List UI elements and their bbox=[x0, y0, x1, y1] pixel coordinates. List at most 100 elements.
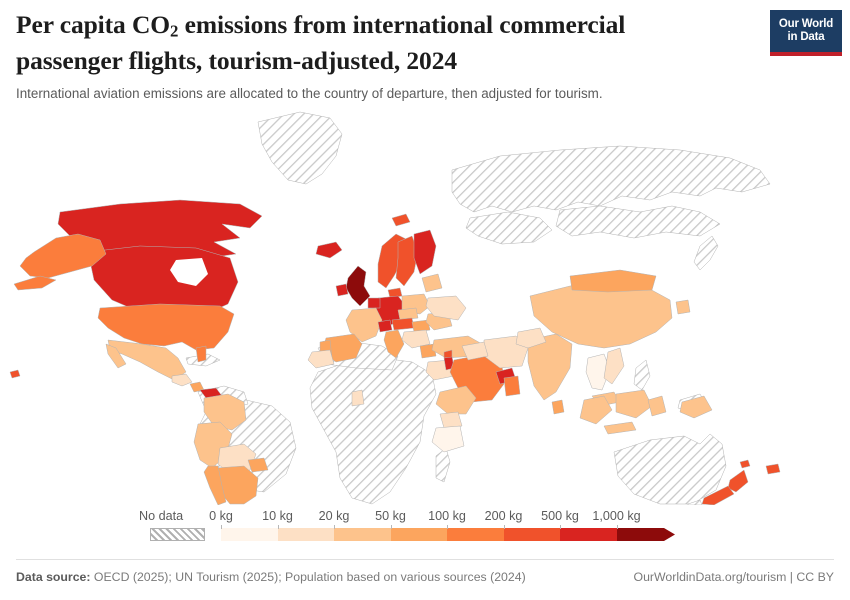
legend-bin-7[interactable] bbox=[616, 528, 664, 541]
country-hawaii[interactable] bbox=[9, 369, 21, 379]
country-ethiopia[interactable] bbox=[435, 385, 477, 415]
country-india[interactable] bbox=[527, 333, 573, 401]
country-morocco[interactable] bbox=[307, 349, 335, 369]
legend-tick-5: 200 kg bbox=[484, 509, 523, 523]
legend-no-data-swatch[interactable] bbox=[150, 528, 205, 541]
country-baja[interactable] bbox=[105, 343, 127, 369]
country-tanzania[interactable] bbox=[431, 425, 465, 453]
legend-tickmark-2 bbox=[334, 525, 335, 529]
country-alaska-peninsula[interactable] bbox=[13, 275, 57, 291]
country-ireland[interactable] bbox=[335, 283, 349, 297]
legend-tickmark-7 bbox=[616, 525, 618, 529]
country-austria[interactable] bbox=[391, 317, 415, 331]
country-lebanon[interactable] bbox=[443, 349, 453, 359]
legend-color-bar[interactable] bbox=[221, 528, 675, 541]
legend-bin-1[interactable] bbox=[277, 528, 334, 541]
legend-bin-0[interactable] bbox=[221, 528, 278, 541]
legend-bin-2[interactable] bbox=[334, 528, 391, 541]
country-bolivia[interactable] bbox=[217, 443, 257, 475]
country-russia[interactable] bbox=[451, 145, 771, 213]
country-kazakhstan[interactable] bbox=[465, 211, 553, 245]
country-japan[interactable] bbox=[693, 235, 719, 271]
country-australia[interactable] bbox=[613, 433, 727, 505]
country-svalbard[interactable] bbox=[391, 213, 411, 227]
country-greenland[interactable] bbox=[257, 111, 343, 185]
country-south-korea[interactable] bbox=[675, 299, 691, 315]
legend-bin-4[interactable] bbox=[447, 528, 504, 541]
country-chile[interactable] bbox=[203, 465, 227, 505]
country-guatemala[interactable] bbox=[171, 373, 193, 387]
legend-tickmark-0 bbox=[221, 525, 222, 529]
region-africa-no-data[interactable] bbox=[309, 357, 437, 505]
country-indonesia-sumatra[interactable] bbox=[579, 395, 613, 425]
country-italy[interactable] bbox=[383, 329, 405, 359]
country-ukraine[interactable] bbox=[425, 295, 467, 321]
country-fiji[interactable] bbox=[765, 463, 781, 475]
country-madagascar[interactable] bbox=[435, 447, 451, 483]
country-sri-lanka[interactable] bbox=[551, 399, 565, 415]
country-vietnam[interactable] bbox=[603, 347, 625, 385]
country-new-zealand-south[interactable] bbox=[701, 485, 735, 505]
footer-link[interactable]: OurWorldinData.org/tourism | CC BY bbox=[633, 570, 834, 584]
country-indonesia-borneo[interactable] bbox=[615, 389, 653, 419]
logo-line-2: in Data bbox=[787, 31, 825, 43]
title-rest: emissions from international commercial … bbox=[16, 10, 626, 75]
legend-tickmark-4 bbox=[447, 525, 448, 529]
country-greece[interactable] bbox=[419, 343, 437, 359]
country-united-kingdom[interactable] bbox=[345, 265, 371, 307]
country-iraq[interactable] bbox=[461, 341, 489, 361]
country-indonesia-sulawesi[interactable] bbox=[647, 395, 667, 417]
title-subscript: 2 bbox=[170, 21, 179, 41]
owid-logo[interactable]: Our World in Data bbox=[770, 10, 842, 56]
country-united-states[interactable] bbox=[97, 303, 235, 351]
country-philippines[interactable] bbox=[633, 359, 651, 391]
country-sweden[interactable] bbox=[395, 235, 419, 287]
legend-tickmark-3 bbox=[390, 525, 392, 529]
country-tasmania[interactable] bbox=[687, 499, 703, 505]
legend-tickmark-5 bbox=[503, 525, 505, 529]
country-mongolia[interactable] bbox=[569, 269, 657, 293]
country-papua-new-guinea[interactable] bbox=[679, 395, 713, 419]
legend-tickmark-1 bbox=[277, 525, 279, 529]
hudson-bay bbox=[170, 258, 208, 286]
country-russia-east[interactable] bbox=[555, 205, 721, 239]
world-choropleth-map[interactable] bbox=[0, 100, 850, 505]
country-hungary[interactable] bbox=[411, 319, 431, 333]
logo-line-1: Our World bbox=[778, 18, 834, 30]
legend-tick-3: 50 kg bbox=[375, 509, 406, 523]
country-switzerland[interactable] bbox=[377, 319, 393, 333]
country-alaska[interactable] bbox=[19, 233, 107, 279]
legend-bin-5[interactable] bbox=[503, 528, 560, 541]
country-paraguay[interactable] bbox=[247, 457, 269, 473]
map-legend: No data 0 kg 10 kg 20 kg 50 kg 100 kg 200 kg 5… bbox=[0, 505, 850, 553]
country-indonesia-java[interactable] bbox=[603, 421, 637, 435]
country-usa-florida[interactable] bbox=[195, 345, 207, 363]
legend-arrow-icon bbox=[664, 528, 675, 541]
country-new-zealand-north[interactable] bbox=[727, 469, 749, 493]
country-kenya[interactable] bbox=[439, 411, 463, 429]
island-pacific-small[interactable] bbox=[739, 459, 751, 469]
legend-tick-6: 500 kg bbox=[541, 509, 579, 523]
legend-inner: No data 0 kg 10 kg 20 kg 50 kg 100 kg 200 kg 5… bbox=[139, 505, 705, 553]
legend-bin-6[interactable] bbox=[560, 528, 617, 541]
footer-source-label: Data source: bbox=[16, 570, 91, 584]
country-ghana[interactable] bbox=[351, 389, 365, 407]
country-colombia[interactable] bbox=[203, 393, 247, 431]
legend-tick-7: 1,000 kg bbox=[592, 509, 641, 523]
footer-source: Data source: OECD (2025); UN Tourism (20… bbox=[16, 570, 526, 584]
country-pakistan[interactable] bbox=[515, 327, 547, 349]
country-czechia[interactable] bbox=[397, 307, 419, 321]
country-iceland[interactable] bbox=[315, 241, 343, 259]
country-thailand[interactable] bbox=[585, 353, 611, 391]
country-benelux[interactable] bbox=[367, 297, 381, 309]
footer-source-text: OECD (2025); UN Tourism (2025); Populati… bbox=[90, 570, 526, 584]
country-oman[interactable] bbox=[503, 375, 521, 397]
country-finland[interactable] bbox=[413, 229, 437, 275]
page-title: Per capita CO2 emissions from internatio… bbox=[16, 10, 706, 75]
legend-tick-1: 10 kg bbox=[262, 509, 293, 523]
chart-subtitle: International aviation emissions are all… bbox=[16, 85, 603, 101]
country-baltics[interactable] bbox=[421, 273, 443, 293]
country-france[interactable] bbox=[345, 307, 383, 343]
legend-bin-3[interactable] bbox=[390, 528, 447, 541]
